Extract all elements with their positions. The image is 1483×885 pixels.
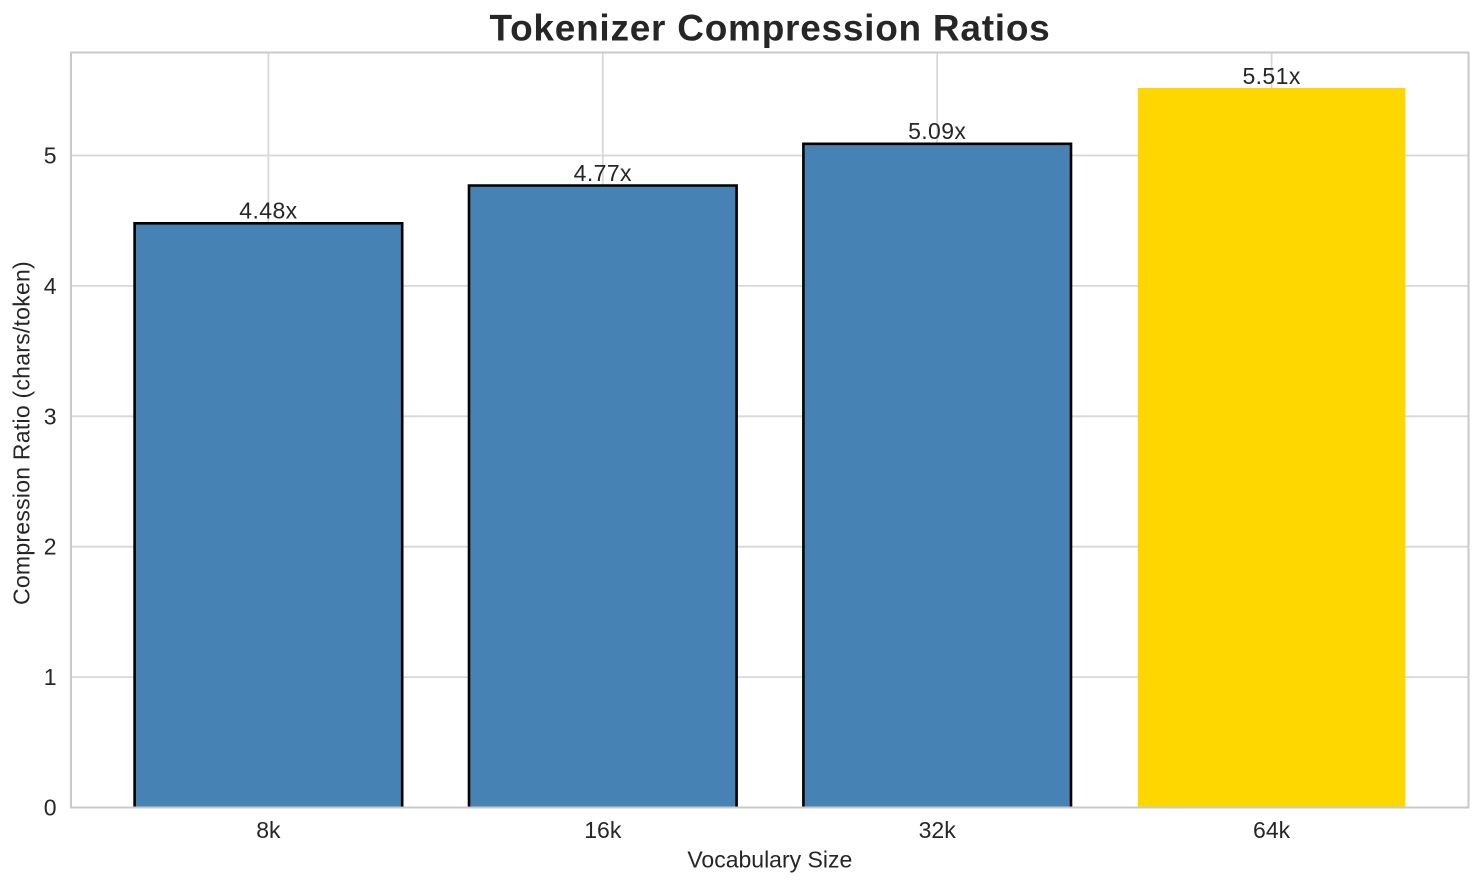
svg-text:2: 2 [44, 534, 57, 560]
svg-text:5.51x: 5.51x [1242, 63, 1300, 89]
svg-text:Vocabulary Size: Vocabulary Size [687, 847, 852, 873]
svg-text:16k: 16k [584, 817, 622, 843]
svg-text:5: 5 [44, 143, 57, 169]
svg-text:4.77x: 4.77x [574, 160, 632, 186]
svg-text:5.09x: 5.09x [908, 118, 966, 144]
svg-text:32k: 32k [919, 817, 957, 843]
svg-text:1: 1 [44, 664, 57, 690]
svg-text:Compression Ratio (chars/token: Compression Ratio (chars/token) [9, 261, 35, 605]
svg-text:0: 0 [44, 795, 57, 821]
svg-text:4.48x: 4.48x [239, 198, 297, 224]
svg-text:4: 4 [44, 273, 57, 299]
svg-text:3: 3 [44, 403, 57, 429]
svg-text:8k: 8k [256, 817, 281, 843]
svg-text:Tokenizer Compression Ratios: Tokenizer Compression Ratios [489, 8, 1050, 49]
svg-text:64k: 64k [1253, 817, 1291, 843]
